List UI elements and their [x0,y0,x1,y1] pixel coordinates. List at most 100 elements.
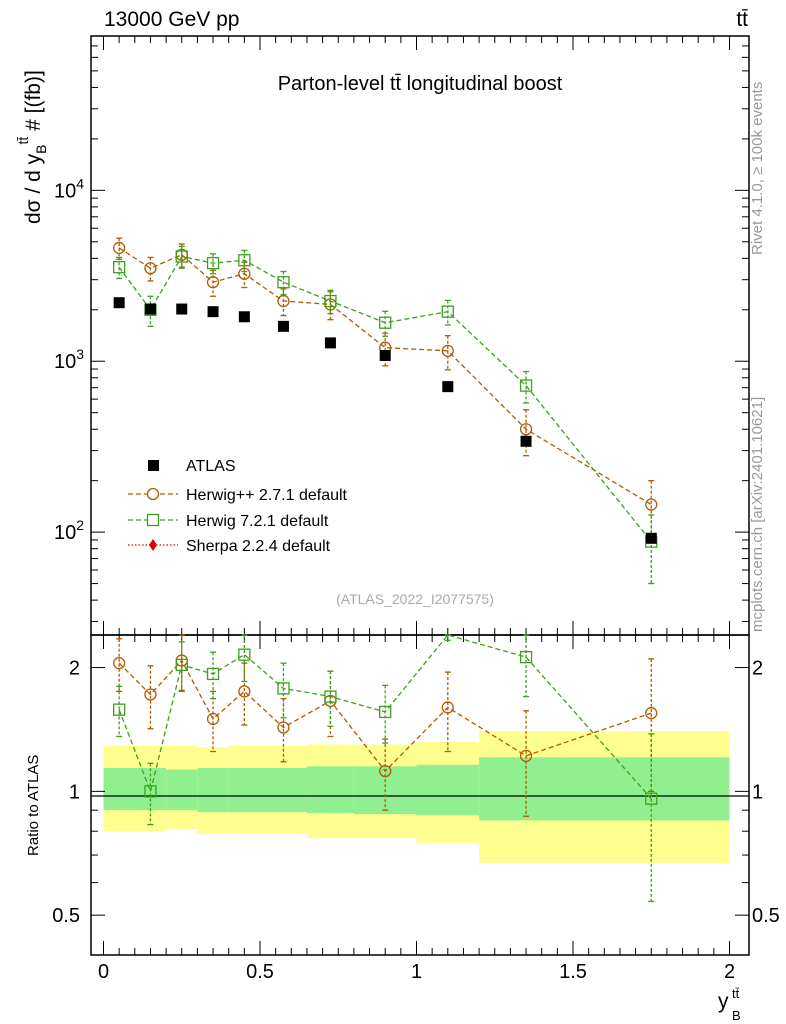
main-point-herwigpp [144,262,157,275]
main-point-herwig7 [379,316,392,329]
ratio-point-herwigpp [441,701,454,714]
ratio-y-tick-label-left: 1 [69,781,80,803]
x-axis-title: y tt̄ B [718,986,741,1023]
main-point-herwigpp [206,276,220,289]
ratio-point-herwig7 [144,785,157,798]
legend-marker-atlas [148,460,159,471]
main-point-herwig7 [113,261,126,274]
ratio-point-herwigpp [379,764,392,778]
ratio-point-herwigpp [645,706,658,720]
ratio-point-herwigpp [144,688,157,701]
rivet-label: Rivet 4.1.0, ≥ 100k events [749,82,766,255]
x-axis-title-main: y [718,990,729,1013]
y-axis-title-sub: B [33,144,49,153]
main-point-herwig7 [277,276,290,289]
main-point-atlas [379,350,391,362]
main-point-herwig7 [324,294,337,308]
ratio-point-herwig7 [324,690,337,703]
legend-marker-herwigpp [146,487,160,501]
main-point-atlas [238,311,250,323]
ratio-band-inner [103,767,167,811]
legend-marker-herwig7 [146,513,160,527]
y-axis-title: dσ / d yBtt̄ # [(fb)] [15,70,49,224]
ratio-point-herwigpp [238,685,251,698]
main-point-herwigpp [645,498,658,511]
main-point-herwig7 [441,305,454,318]
analysis-id: (ATLAS_2022_I2077575) [336,591,494,607]
y-axis-title-tail: # [(fb)] [22,70,45,137]
x-axis-title-sup: tt̄ [732,986,740,1001]
energy-label: 13000 GeV pp [104,8,239,31]
ratio-y-tick-label-right: 1 [752,781,763,803]
main-point-atlas [113,297,125,309]
process-label: tt̄ [736,8,748,31]
x-tick-label: 2 [724,961,735,983]
main-point-herwigpp [113,241,126,255]
svg-text:dσ / d yBtt̄ # [(fb)]: dσ / d yBtt̄ # [(fb)] [15,70,49,224]
ratio-point-herwig7 [519,651,533,664]
ratio-point-herwig7 [206,667,220,681]
x-tick-label: 1.5 [559,961,587,983]
y-tick-label: 102 [54,517,84,544]
main-point-atlas [144,303,156,315]
ratio-band-inner [228,767,260,813]
y-axis-title-main: dσ / d y [22,153,45,224]
legend-marker-sherpa [149,539,157,551]
legend-label-herwig7: Herwig 7.2.1 default [186,513,329,530]
main-point-herwig7 [519,379,533,392]
ratio-point-herwig7 [113,703,126,716]
ratio-y-tick-label-right: 2 [752,658,763,680]
main-point-atlas [442,381,454,393]
y-tick-label-exp: 4 [76,175,84,191]
ratio-line-herwigpp [118,659,652,773]
ratio-point-herwig7 [277,682,290,695]
legend-label-sherpa: Sherpa 2.2.4 default [186,538,331,555]
ratio-band-inner [197,767,229,813]
ratio-point-herwigpp [113,657,126,670]
x-tick-label: 0.5 [246,961,274,983]
ratio-y-tick-label-left: 2 [69,658,80,680]
ratio-point-herwigpp [519,749,533,762]
y-axis-title-sup: tt̄ [15,137,31,145]
main-point-atlas [176,303,188,315]
main-point-herwigpp [277,294,290,308]
ratio-y-tick-label-right: 0.5 [752,905,780,927]
main-point-atlas [207,306,219,318]
ratio-y-axis-title: Ratio to ATLAS [25,755,42,856]
legend-label-atlas: ATLAS [186,458,236,475]
ratio-band-inner [306,766,354,814]
main-point-herwig7 [238,254,251,267]
ratio-panel-frame [90,634,750,956]
ratio-point-herwig7 [238,648,251,661]
x-axis-title-sub: B [732,1008,741,1023]
y-tick-label: 104 [54,175,84,202]
y-tick-label-base: 10 [54,351,76,373]
main-point-atlas [520,435,532,447]
main-point-atlas [277,320,289,332]
ratio-point-herwig7 [175,658,188,672]
legend: ATLAS Herwig++ 2.7.1 default Herwig 7.2.… [128,458,348,555]
y-tick-label-base: 10 [54,180,76,202]
site-label: mcplots.cern.ch [arXiv:2401.10621] [749,397,766,632]
y-tick-label-exp: 3 [76,346,84,362]
ratio-point-herwig7 [379,705,392,719]
legend-label-herwigpp: Herwig++ 2.7.1 default [186,487,348,504]
main-point-herwig7 [175,250,188,263]
x-tick-label: 0 [98,961,109,983]
main-point-atlas [645,532,657,544]
y-tick-label: 103 [54,346,84,373]
main-point-herwigpp [441,344,454,357]
main-point-herwigpp [519,423,533,436]
ratio-band-inner [166,769,198,811]
ratio-point-herwigpp [206,712,220,726]
y-tick-label-exp: 2 [76,517,84,533]
ratio-point-herwigpp [277,721,290,734]
plot-title: Parton-level tt̄ longitudinal boost [278,73,563,95]
ratio-point-herwig7 [645,792,658,805]
x-tick-label: 1 [411,961,422,983]
ratio-band-inner [260,767,307,813]
ratio-band-inner [416,764,480,816]
main-point-herwig7 [206,256,220,270]
ratio-y-tick-label-left: 0.5 [52,905,80,927]
